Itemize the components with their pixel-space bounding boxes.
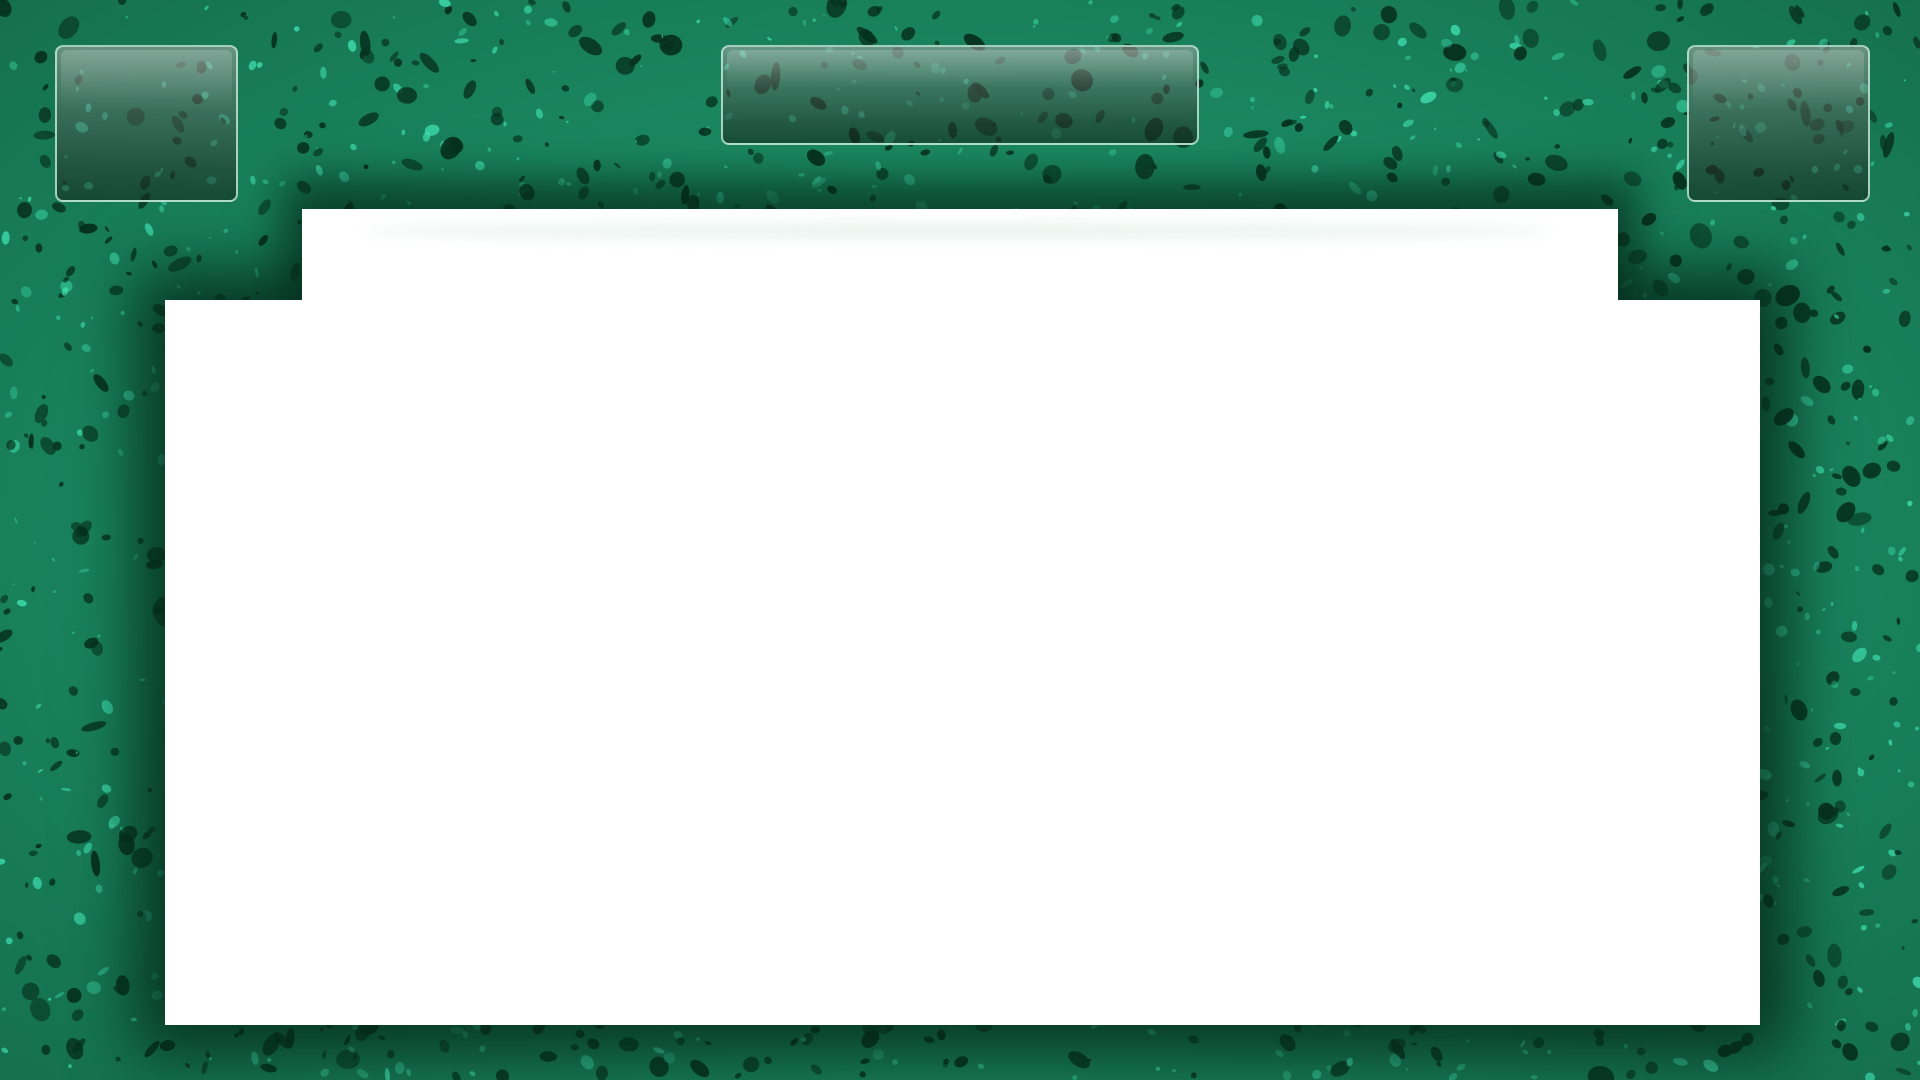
panel-center-label bbox=[723, 47, 724, 48]
panel-left-label bbox=[57, 47, 58, 48]
glass-panel-right[interactable] bbox=[1687, 45, 1870, 202]
glass-panel-center[interactable] bbox=[721, 45, 1199, 145]
glass-panel-left[interactable] bbox=[55, 45, 238, 202]
content-window bbox=[165, 300, 1760, 1025]
content-highlight bbox=[360, 222, 1550, 240]
panel-right-label bbox=[1689, 47, 1690, 48]
content-window-tab bbox=[302, 209, 1618, 304]
